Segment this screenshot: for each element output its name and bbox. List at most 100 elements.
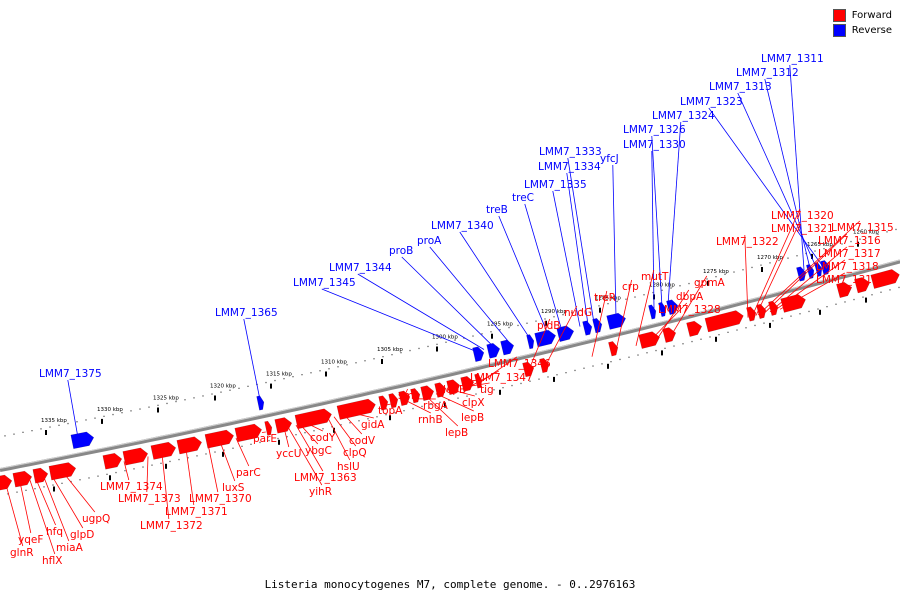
ruler-dot — [457, 397, 459, 399]
ruler-dot — [859, 238, 861, 240]
ruler-dot — [655, 349, 657, 352]
forward-gene-arrow — [410, 388, 421, 404]
ruler-dot — [769, 262, 771, 264]
ruler-dot — [886, 231, 888, 233]
ruler-dot — [742, 269, 744, 271]
ruler-dot — [196, 455, 198, 457]
ruler-dot — [43, 486, 45, 488]
ruler-dot — [88, 477, 90, 479]
ruler-dot — [376, 416, 378, 418]
reverse-gene-arrow — [472, 346, 485, 363]
ruler-dot — [40, 428, 42, 430]
ruler-dot — [133, 468, 135, 470]
leader-line — [757, 220, 861, 316]
ruler-dot — [673, 345, 675, 347]
ruler-dot — [778, 259, 780, 262]
kbp-tick — [222, 451, 224, 457]
ruler-dot — [472, 335, 474, 337]
gene-label: dbpA — [676, 291, 704, 303]
leader-line — [123, 461, 130, 481]
ruler-dot — [823, 248, 825, 250]
forward-gene-arrow — [378, 395, 389, 411]
ruler-dot — [583, 367, 585, 369]
ruler-dot — [544, 318, 546, 320]
gene-label: rnhB — [418, 414, 443, 426]
kbp-tick-label: 1300 kbp — [432, 335, 458, 341]
kbp-tick-label: 1315 kbp — [266, 372, 292, 378]
ruler-dot — [571, 311, 573, 314]
kbp-tick — [545, 320, 547, 326]
kbp-tick-label: 1295 kbp — [487, 322, 513, 328]
reverse-gene-arrow — [256, 395, 265, 411]
forward-gene-arrow — [264, 420, 273, 436]
gene-label: treR — [594, 292, 616, 304]
ruler-dot — [232, 447, 234, 449]
gene-label: pldB — [537, 320, 560, 332]
ruler-dot — [16, 491, 18, 493]
ruler-dot — [796, 255, 798, 257]
leader-line — [779, 272, 845, 310]
kbp-tick — [53, 486, 55, 492]
genome-backbone-highlight — [0, 259, 900, 469]
ruler-dot — [115, 471, 117, 474]
kbp-tick-label: 1285 kbp — [595, 296, 621, 302]
forward-gene-arrow — [662, 327, 677, 343]
forward-gene-arrow — [704, 310, 744, 333]
leader-line — [773, 259, 846, 312]
leader-line — [471, 370, 499, 386]
ruler-dot — [268, 439, 270, 442]
ruler-dot — [727, 331, 729, 333]
forward-gene-arrow — [780, 294, 806, 313]
ruler-dot — [628, 356, 630, 358]
leader-line — [219, 441, 236, 482]
gene-label: LMM7_1315 — [831, 222, 894, 234]
ruler-dot — [700, 338, 702, 340]
leader-line — [763, 233, 848, 314]
gene-label: gpmA — [694, 277, 726, 289]
ruler-dot — [643, 294, 645, 296]
ruler-dot — [634, 296, 636, 298]
gene-label: clpX — [462, 397, 485, 409]
forward-gene-arrow — [746, 306, 757, 322]
kbp-tick — [661, 350, 663, 356]
ruler-dot — [328, 368, 330, 370]
kbp-tick — [491, 333, 493, 339]
gene-label: clpQ — [343, 447, 367, 459]
ruler-dot — [814, 250, 816, 252]
ruler-dot — [310, 372, 312, 374]
leader-line — [43, 477, 70, 542]
kbp-tick — [436, 346, 438, 352]
ruler-dot — [538, 378, 540, 380]
ruler-dot — [718, 334, 720, 336]
leader-line — [567, 157, 595, 324]
leader-line — [755, 221, 801, 316]
kbp-tick — [278, 439, 280, 445]
kbp-tick — [381, 359, 383, 364]
ruler-dot — [430, 403, 432, 406]
kbp-tick — [819, 309, 821, 315]
forward-gene-arrow — [756, 303, 767, 320]
leader-line — [287, 426, 323, 486]
ruler-dot — [85, 419, 87, 421]
leader-line — [295, 424, 324, 472]
kbp-tick — [165, 463, 167, 469]
gene-label: LMM7_1322 — [716, 236, 779, 248]
ruler-dot — [70, 480, 72, 483]
forward-gene-arrow — [294, 408, 332, 430]
ruler-dot — [877, 233, 879, 235]
leader-line — [445, 382, 457, 392]
gene-label: parE — [253, 433, 277, 445]
ruler-dot — [313, 430, 315, 432]
ruler-dot — [52, 484, 54, 486]
ruler-dot — [598, 305, 600, 307]
leader-line — [651, 135, 663, 307]
gene-label: LMM7_1334 — [538, 161, 601, 173]
gene-label: LMM7_1313 — [709, 81, 772, 93]
reverse-gene-arrow — [500, 339, 515, 356]
gene-label: LMM7_1312 — [736, 67, 799, 79]
leader-line — [667, 121, 682, 305]
ruler-dot — [166, 402, 168, 405]
forward-gene-arrow — [870, 269, 900, 289]
kbp-tick — [325, 371, 327, 377]
ruler-dot — [142, 466, 144, 468]
